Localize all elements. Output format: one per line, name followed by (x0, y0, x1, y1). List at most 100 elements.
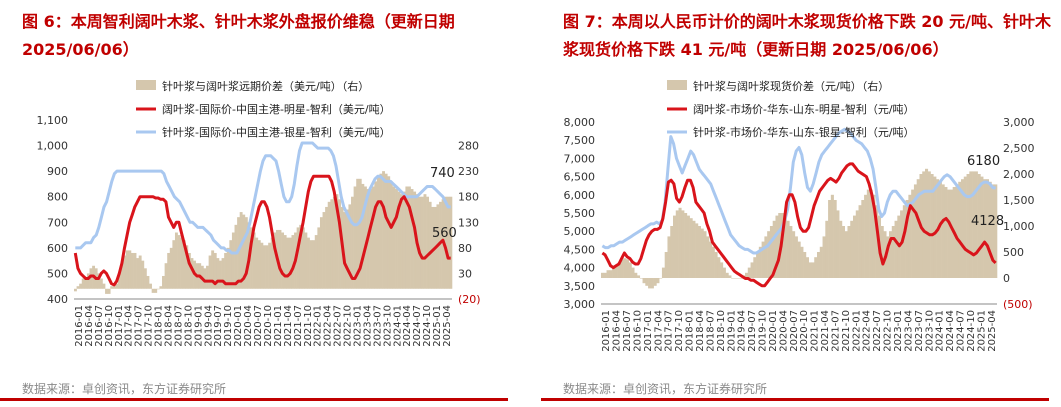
x-axis-tick-label: 2019-04 (203, 305, 214, 347)
x-axis-tick-label: 2019-10 (758, 310, 769, 352)
spread-bar (428, 201, 432, 289)
spread-bar (922, 171, 926, 278)
spread-bar (872, 194, 876, 278)
spread-bar (866, 189, 870, 278)
spread-bar (410, 189, 414, 289)
spread-bar (120, 263, 124, 289)
spread-bar (808, 262, 812, 278)
spread-bar (974, 171, 978, 278)
spread-bar (709, 241, 713, 278)
x-axis-tick-label: 2020-01 (233, 305, 244, 347)
spread-bar (268, 242, 272, 289)
spread-bar (123, 255, 127, 289)
right-axis-tick-label: 80 (458, 242, 472, 255)
spread-bar (775, 215, 779, 278)
spread-bar (413, 191, 417, 289)
x-axis-tick-label: 2018-07 (173, 305, 184, 347)
softwood-price-line (601, 127, 996, 255)
spread-bar (972, 171, 976, 278)
right-axis-tick-label: (500) (1003, 298, 1033, 311)
x-axis-tick-label: 2017-07 (664, 310, 675, 352)
x-axis-tick-label: 2021-10 (303, 305, 314, 347)
spread-bar (659, 278, 663, 279)
spread-bar (353, 186, 357, 289)
spread-bar (894, 220, 898, 278)
spread-bar (252, 232, 256, 289)
spread-bar (985, 179, 989, 278)
spread-bar (913, 184, 917, 278)
left-axis-tick-label: 700 (47, 216, 68, 229)
spread-bar (213, 252, 217, 289)
spread-bar (345, 209, 349, 289)
x-axis-tick-label: 2019-04 (737, 310, 748, 352)
spread-bar (930, 174, 934, 278)
spread-bar (392, 186, 396, 289)
spread-bar (711, 246, 715, 278)
spread-bar (880, 226, 884, 278)
source-note: 数据来源：卓创资讯，东方证券研究所 (22, 382, 227, 396)
x-axis-tick-label: 2019-10 (223, 305, 234, 347)
x-axis-tick-label: 2023-07 (372, 305, 383, 347)
spread-bar (229, 240, 233, 289)
spread-bar (86, 273, 90, 289)
x-axis-tick-label: 2019-07 (213, 305, 224, 347)
spread-bar (855, 210, 859, 278)
x-axis-tick-label: 2020-04 (778, 310, 789, 352)
spread-bar (439, 201, 442, 289)
left-axis-tick-label: 7,000 (564, 152, 596, 165)
right-axis-tick-label: 500 (1003, 246, 1024, 259)
spread-bar (374, 181, 378, 289)
x-axis-tick-label: 2016-01 (74, 305, 85, 347)
spread-bar (314, 235, 318, 289)
hardwood-price-line (73, 174, 451, 287)
x-axis-tick-label: 2025-04 (442, 305, 453, 347)
spread-bar (761, 241, 765, 278)
spread-bar (786, 220, 790, 278)
spread-bar (664, 252, 668, 278)
legend-softwood-label: 针叶浆-市场价-华东-山东-银星-智利（元/吨） (693, 125, 915, 139)
spread-bar (717, 257, 721, 278)
x-axis-tick-label: 2018-01 (685, 310, 696, 352)
spread-bar (980, 176, 984, 278)
chart-panel-6: 图 6：本周智利阔叶木浆、针叶木浆外盘报价维稳（更新日期 2025/06/06）… (0, 0, 520, 407)
spread-bar (291, 235, 295, 289)
x-axis-tick-label: 2024-01 (935, 310, 946, 352)
spread-bar (307, 237, 310, 289)
chart-6-svg: 400 500 600 700 800 900 1,000 1,100 (20) 30 80 130 1… (37, 79, 481, 347)
spread-bar (728, 275, 732, 278)
x-axis-tick-label: 2016-07 (94, 305, 105, 347)
spread-bar (218, 260, 222, 289)
chart-7-svg: 3,000 3,500 4,000 4,500 5,000 5,500 6,000 6,500… (564, 79, 1035, 352)
spread-bar (639, 278, 643, 279)
spread-bar (79, 283, 83, 289)
spread-bar (753, 257, 757, 278)
x-axis-tick-label: 2024-04 (945, 310, 956, 352)
spread-bar (395, 189, 398, 289)
x-axis-tick-label: 2021-07 (293, 305, 304, 347)
spread-bar (933, 176, 937, 278)
spread-bar (797, 241, 801, 278)
spread-bar (645, 278, 649, 286)
spread-bar (675, 210, 679, 278)
spread-bar (811, 262, 815, 278)
spread-bar (817, 252, 821, 278)
spread-bar (731, 278, 735, 279)
spread-bar (634, 272, 638, 278)
x-axis-tick-label: 2017-04 (653, 310, 664, 352)
chart-title: 图 6：本周智利阔叶木浆、针叶木浆外盘报价维稳（更新日期 2025/06/06） (22, 12, 455, 59)
spread-bar (947, 189, 951, 278)
spread-bar (317, 227, 321, 289)
spread-bar (420, 196, 424, 289)
x-axis-tick-label: 2023-01 (353, 305, 364, 347)
x-axis-tick-label: 2023-10 (382, 305, 393, 347)
legend-hardwood-label: 阔叶浆-市场价-华东-山东-明星-智利（元/吨） (693, 102, 915, 116)
hardwood-latest-label: 4128 (971, 214, 1004, 229)
spread-bar (260, 242, 264, 289)
x-axis-tick-label: 2023-07 (914, 310, 925, 352)
spread-bar (905, 200, 909, 278)
spread-bar (833, 200, 837, 278)
x-axis-tick-label: 2025-01 (432, 305, 443, 347)
legend-bar-swatch (667, 80, 687, 90)
spread-bar (405, 186, 409, 289)
x-axis-tick-label: 2019-01 (193, 305, 204, 347)
